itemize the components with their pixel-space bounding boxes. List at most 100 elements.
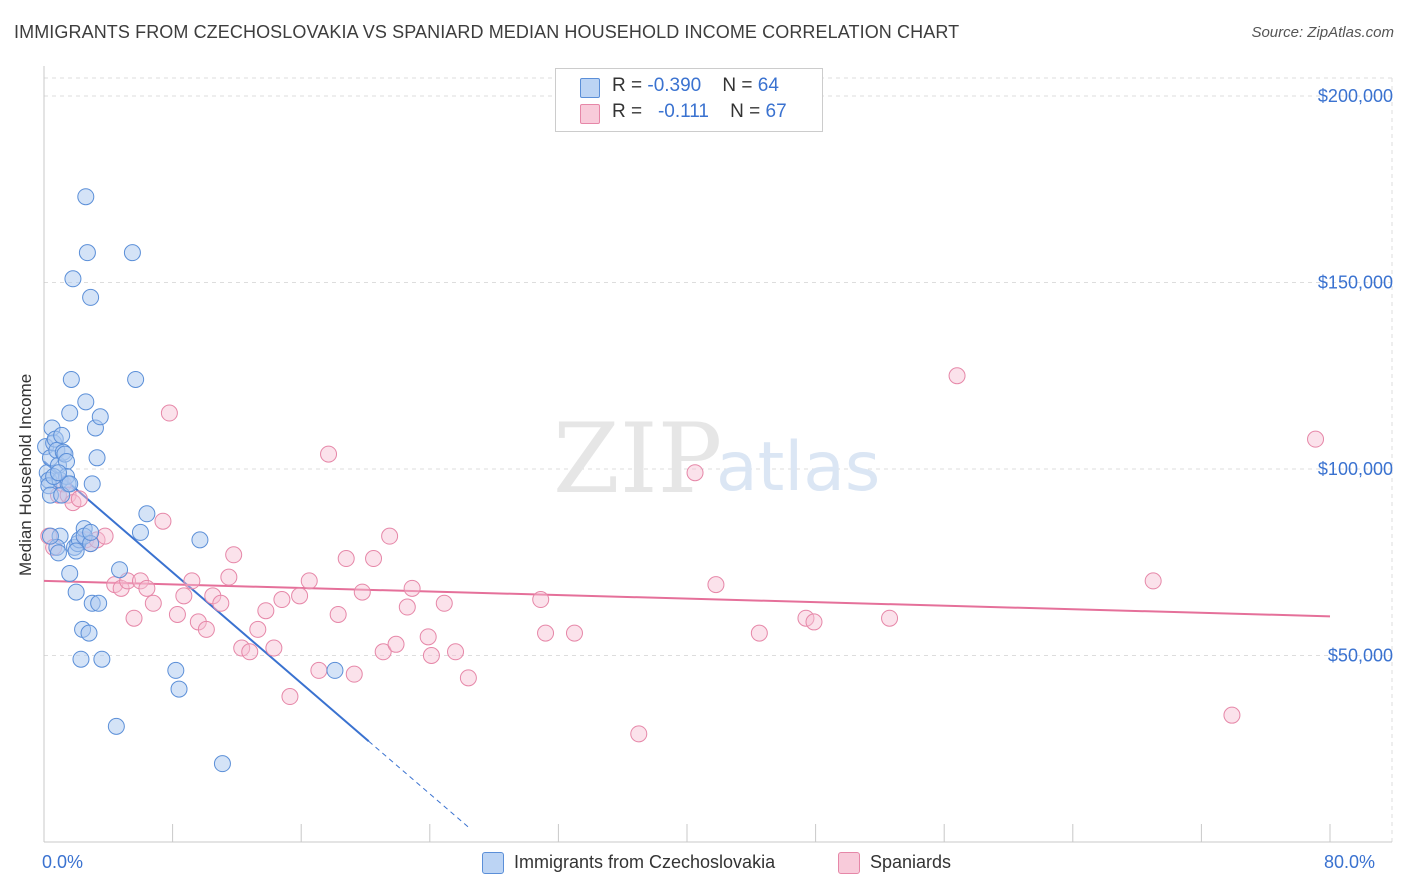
data-point-czechoslovakia [83,475,101,493]
data-point-czechoslovakia [111,561,129,579]
data-point-czechoslovakia [170,680,188,698]
trend-line-spaniards [43,579,1331,618]
data-point-spaniards [422,647,440,664]
data-point-spaniards [565,624,583,642]
data-point-czechoslovakia [77,393,95,411]
data-point-spaniards [459,669,477,687]
data-point-spaniards [265,639,283,657]
y-tick-label: $100,000 [1318,459,1393,479]
data-point-spaniards [630,725,648,743]
legend-swatch-blue [580,78,600,98]
data-point-czechoslovakia [72,650,90,668]
data-point-spaniards [183,572,201,590]
data-point-spaniards [387,635,405,653]
data-point-spaniards [197,620,215,638]
source-label: Source: ZipAtlas.com [1251,24,1394,41]
legend-r-label: R = [612,101,648,122]
data-point-czechoslovakia [80,624,98,642]
data-point-spaniards [175,587,193,605]
correlation-legend: R = -0.390 N = 64 R = -0.111 N = 67 [555,68,823,132]
data-point-czechoslovakia [41,527,59,545]
data-point-czechoslovakia [61,564,79,582]
data-point-spaniards [241,643,259,661]
data-point-spaniards [337,550,355,568]
trend-line-czechoslovakia [43,460,370,743]
data-point-spaniards [532,591,550,609]
data-point-spaniards [154,512,172,530]
data-point-czechoslovakia [82,523,100,541]
data-point-spaniards [300,572,318,590]
y-tick-labels: $50,000 $100,000 $150,000 $200,000 [1318,86,1393,666]
data-point-czechoslovakia [93,650,111,668]
data-point-czechoslovakia [127,370,145,388]
y-tick-label: $200,000 [1318,86,1393,106]
data-point-spaniards [365,550,383,568]
data-point-czechoslovakia [191,531,209,549]
data-point-spaniards [168,605,186,623]
data-point-spaniards [881,609,899,627]
data-point-czechoslovakia [67,583,85,601]
data-point-czechoslovakia [131,523,149,541]
x-tick-label-min: 0.0% [42,852,84,872]
data-point-spaniards [435,594,453,612]
data-point-spaniards [138,579,156,597]
legend-r-value: -0.390 [647,75,702,96]
legend-r-label: R = [612,75,648,96]
bottom-legend-swatch-blue [482,852,504,874]
data-point-czechoslovakia [67,542,85,560]
watermark-atlas: atlas [716,428,880,507]
data-point-spaniards [329,605,347,623]
bottom-legend-label: Spaniards [870,852,952,872]
data-point-czechoslovakia [49,464,67,482]
data-point-spaniards [537,624,555,642]
bottom-legend-label: Immigrants from Czechoslovakia [514,852,776,872]
data-point-spaniards [225,546,243,564]
trend-line-czechoslovakia-extension [368,740,471,829]
data-point-spaniards [233,639,251,657]
data-point-czechoslovakia [62,370,80,388]
data-point-czechoslovakia [91,408,109,426]
data-point-spaniards [353,583,371,601]
legend-n-value: 64 [757,75,779,96]
x-tick-label-max: 80.0% [1324,852,1376,872]
data-point-spaniards [403,579,421,597]
data-point-spaniards [320,445,338,463]
data-point-spaniards [381,527,399,545]
data-point-czechoslovakia [326,661,344,679]
data-point-spaniards [805,613,823,631]
data-point-czechoslovakia [77,188,95,206]
data-point-czechoslovakia [49,544,67,562]
data-point-spaniards [249,620,267,638]
data-point-spaniards [419,628,437,646]
legend-swatch-pink [580,104,600,124]
data-point-spaniards [273,591,291,609]
data-point-czechoslovakia [61,404,79,422]
y-tick-label: $150,000 [1318,273,1393,293]
data-point-spaniards [374,643,392,661]
data-point-czechoslovakia [167,661,185,679]
data-point-czechoslovakia [90,594,108,612]
data-point-spaniards [1144,572,1162,590]
legend-n-label: N = [730,101,766,122]
watermark-zip: ZIP [553,403,722,515]
legend-n-label: N = [722,75,758,96]
data-point-spaniards [125,609,143,627]
data-point-spaniards [1307,430,1325,448]
data-points [37,188,1325,773]
data-point-spaniards [70,490,88,508]
data-point-czechoslovakia [78,244,96,262]
data-point-spaniards [144,594,162,612]
y-tick-label: $50,000 [1328,646,1393,666]
data-point-czechoslovakia [82,288,100,306]
trend-lines [43,460,1331,829]
data-point-spaniards [398,598,416,616]
data-point-spaniards [948,367,966,385]
y-axis-label: Median Household Income [16,373,35,576]
data-point-czechoslovakia [138,505,156,523]
data-point-czechoslovakia [123,244,141,262]
data-point-spaniards [310,661,328,679]
data-point-czechoslovakia [213,755,231,773]
data-point-spaniards [291,587,309,605]
watermark: ZIP atlas [553,403,880,515]
